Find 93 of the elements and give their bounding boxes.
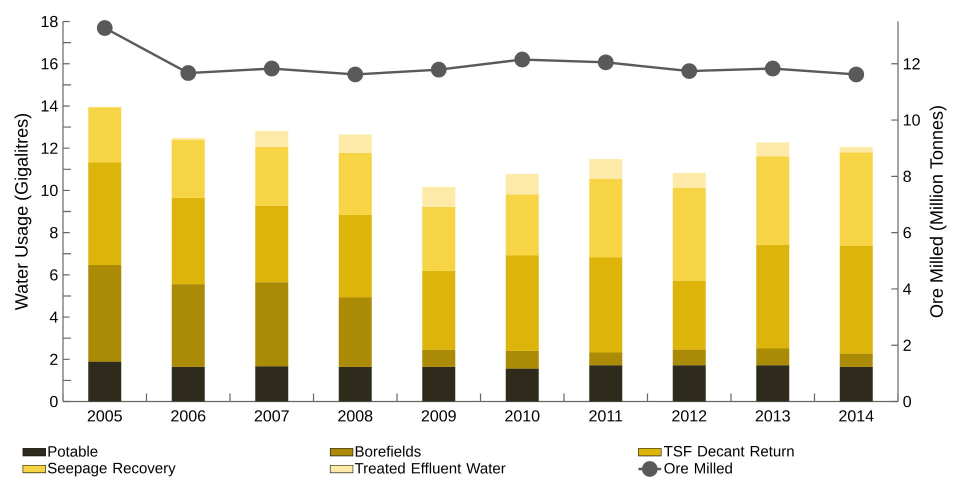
- point: [347, 66, 364, 82]
- y-tick-label: 6: [50, 269, 58, 281]
- bar: [88, 362, 122, 402]
- x-tick-label: 2011: [589, 410, 622, 422]
- y2-tick-label: 12: [904, 58, 920, 70]
- bar: [589, 178, 622, 258]
- bar: [506, 350, 539, 369]
- bar: [756, 156, 790, 245]
- bar: [840, 354, 873, 367]
- x-tick-label: 2009: [422, 410, 456, 422]
- x-tick-label: 2008: [338, 410, 372, 422]
- bar: [589, 352, 622, 366]
- bar: [88, 162, 122, 265]
- bar: [840, 366, 873, 402]
- legend-label: Ore Milled: [664, 462, 732, 474]
- y-tick-label: 10: [42, 184, 58, 196]
- y2-tick-label: 4: [903, 283, 912, 294]
- bar: [506, 368, 539, 402]
- bar: [672, 172, 706, 188]
- x-tick-label: 2007: [254, 410, 289, 422]
- x-tick-label: 2006: [171, 410, 206, 422]
- y2-tick-label: 10: [904, 114, 920, 126]
- y2-tick-label: 0: [903, 396, 911, 408]
- bar: [172, 366, 205, 402]
- bar: [756, 142, 790, 156]
- point: [681, 63, 698, 79]
- legend-label: Treated Effluent Water: [354, 462, 506, 474]
- bar: [840, 246, 873, 354]
- bar: [255, 366, 288, 402]
- y-tick-label: 4: [50, 312, 58, 323]
- legend-label: TSF Decant Return: [664, 446, 794, 457]
- y2-tick-label: 6: [904, 226, 911, 238]
- x-tick-label: 2010: [505, 410, 540, 422]
- bar: [672, 280, 706, 350]
- y-axis-title: Water Usage (Gigalitres): [14, 114, 32, 310]
- bar: [255, 146, 288, 206]
- x-tick-label: 2013: [756, 410, 790, 422]
- point: [514, 52, 530, 68]
- legend-label: Seepage Recovery: [48, 462, 176, 476]
- bar: [840, 152, 873, 246]
- bar: [672, 188, 706, 281]
- legend-label: Borefields: [356, 446, 421, 457]
- bar: [756, 365, 790, 402]
- bar: [589, 159, 622, 179]
- x-tick-label: 2014: [839, 410, 874, 422]
- point: [430, 62, 447, 78]
- point: [180, 65, 196, 81]
- bar: [255, 282, 288, 366]
- x-tick-label: 2012: [672, 410, 706, 422]
- y-tick-label: 0: [50, 396, 58, 408]
- bar: [672, 365, 706, 402]
- x-tick-label: 2005: [88, 410, 122, 422]
- bar: [255, 206, 288, 282]
- y-tick-label: 2: [50, 354, 58, 365]
- bar: [338, 297, 372, 367]
- y-tick-label: 8: [50, 226, 58, 238]
- bar: [88, 264, 122, 362]
- bar: [338, 152, 372, 215]
- bar: [672, 350, 706, 366]
- bar: [506, 174, 539, 194]
- point: [764, 60, 781, 76]
- y-tick-label: 12: [42, 142, 58, 154]
- bar: [422, 350, 456, 367]
- bar: [422, 206, 456, 271]
- y-tick-label: 16: [42, 58, 58, 70]
- bar: [589, 365, 622, 402]
- y2-tick-label: 2: [904, 340, 911, 351]
- bar: [338, 214, 372, 298]
- point: [264, 60, 280, 76]
- bar: [422, 270, 456, 350]
- bar: [338, 366, 372, 402]
- bar: [589, 258, 622, 353]
- bar: [88, 107, 122, 163]
- bar: [506, 194, 539, 256]
- bar: [756, 348, 790, 366]
- bar: [422, 366, 456, 402]
- point: [848, 66, 864, 82]
- bar: [506, 255, 539, 351]
- y2-tick-label: 8: [903, 170, 911, 182]
- y-tick-label: 14: [42, 100, 58, 112]
- y-tick-label: 18: [42, 16, 58, 28]
- bar: [338, 134, 372, 153]
- point: [96, 20, 113, 36]
- y2-axis-title: Ore Milled (Million Tonnes): [930, 106, 946, 318]
- legend-label: Potable: [48, 446, 98, 457]
- bar: [172, 198, 205, 284]
- point: [598, 54, 614, 70]
- bar: [255, 130, 288, 147]
- bar: [422, 186, 456, 207]
- bar: [172, 284, 205, 367]
- bar: [756, 244, 790, 349]
- bar: [840, 146, 873, 152]
- bar: [172, 140, 205, 198]
